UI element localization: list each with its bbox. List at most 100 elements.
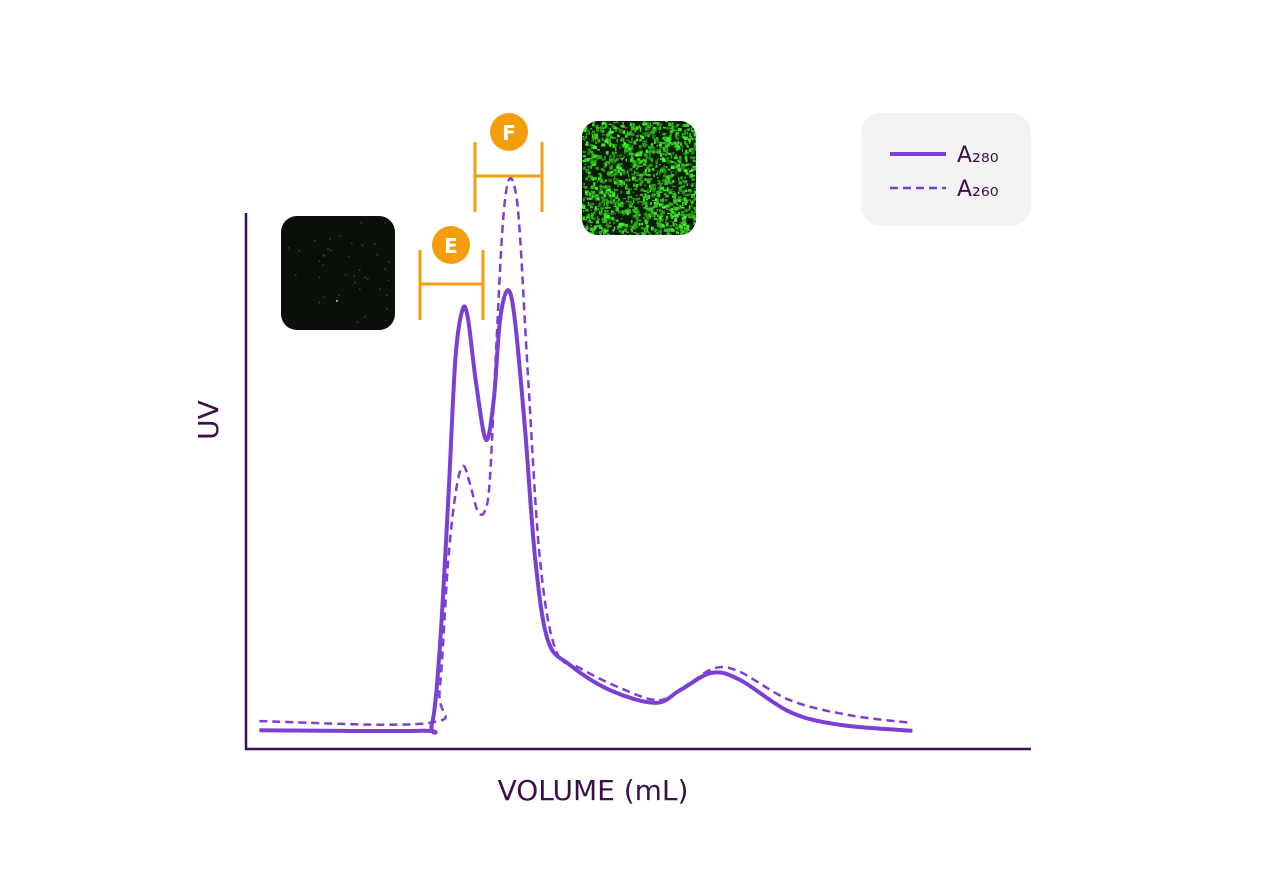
speck xyxy=(658,215,663,220)
speck xyxy=(598,192,601,196)
speck xyxy=(609,175,614,177)
speck xyxy=(599,184,602,189)
speck xyxy=(608,213,613,215)
speck xyxy=(603,232,605,235)
speck xyxy=(610,197,612,201)
speck xyxy=(664,221,668,224)
speck xyxy=(681,198,685,202)
speck xyxy=(642,132,644,136)
speck xyxy=(607,188,611,192)
speck xyxy=(642,162,647,166)
speck xyxy=(678,167,682,172)
speck xyxy=(606,153,609,156)
speck xyxy=(609,145,611,148)
speck xyxy=(657,186,660,190)
speck xyxy=(651,135,656,140)
speck xyxy=(670,160,674,164)
speck xyxy=(680,176,683,180)
speck xyxy=(612,153,616,158)
speck xyxy=(649,215,654,218)
speck xyxy=(587,175,592,178)
speck xyxy=(654,167,657,169)
speck xyxy=(664,218,668,221)
speck xyxy=(662,126,667,129)
speck xyxy=(684,229,689,234)
speck xyxy=(596,124,599,129)
speck xyxy=(584,219,588,221)
speck xyxy=(673,206,675,211)
speck xyxy=(582,154,586,158)
speck xyxy=(602,162,606,165)
speck xyxy=(592,134,596,136)
speck xyxy=(691,156,696,159)
speck xyxy=(351,242,353,245)
speck xyxy=(693,217,696,222)
speck xyxy=(641,188,644,190)
speck xyxy=(603,212,608,217)
speck xyxy=(623,181,625,186)
speck xyxy=(621,179,624,182)
speck xyxy=(624,209,629,214)
speck xyxy=(646,210,650,212)
speck xyxy=(590,165,593,169)
speck xyxy=(637,200,640,205)
speck xyxy=(626,144,628,146)
speck xyxy=(626,131,629,135)
speck xyxy=(687,193,691,196)
speck xyxy=(650,207,654,211)
speck xyxy=(659,164,661,166)
speck xyxy=(646,198,649,201)
speck xyxy=(631,206,636,208)
speck xyxy=(591,136,595,140)
speck xyxy=(669,181,673,185)
speck xyxy=(646,196,648,198)
speck xyxy=(694,187,696,190)
speck xyxy=(653,173,655,178)
speck xyxy=(635,223,639,226)
speck xyxy=(596,231,598,234)
speck xyxy=(636,174,640,176)
speck xyxy=(596,215,598,220)
speck xyxy=(612,144,616,148)
speck xyxy=(604,190,608,194)
speck xyxy=(689,189,692,191)
speck xyxy=(387,279,390,282)
speck xyxy=(657,229,659,231)
speck xyxy=(629,196,633,199)
speck xyxy=(668,178,671,181)
speck xyxy=(657,158,659,161)
speck xyxy=(695,182,696,184)
speck xyxy=(657,219,660,223)
speck xyxy=(642,217,646,219)
speck xyxy=(628,188,631,192)
speck xyxy=(640,223,644,226)
legend-box xyxy=(861,113,1031,226)
speck xyxy=(633,165,636,168)
speck xyxy=(646,139,648,143)
speck xyxy=(688,132,691,135)
marker-f-label: F xyxy=(502,121,516,145)
speck xyxy=(612,125,616,127)
speck xyxy=(676,223,678,227)
speck xyxy=(638,153,642,157)
speck xyxy=(645,127,648,131)
speck xyxy=(673,193,677,197)
speck xyxy=(645,156,649,159)
speck xyxy=(597,157,599,160)
speck xyxy=(622,121,624,125)
speck xyxy=(585,168,590,172)
speck xyxy=(644,227,647,231)
speck xyxy=(660,225,665,228)
speck xyxy=(647,213,651,217)
speck xyxy=(663,193,667,196)
speck xyxy=(633,199,635,204)
speck xyxy=(653,121,657,124)
speck xyxy=(615,129,618,132)
speck xyxy=(600,224,602,227)
speck xyxy=(603,229,608,233)
speck xyxy=(686,143,688,148)
speck xyxy=(627,132,631,136)
speck xyxy=(606,140,611,144)
speck xyxy=(589,143,593,147)
speck xyxy=(603,204,605,207)
